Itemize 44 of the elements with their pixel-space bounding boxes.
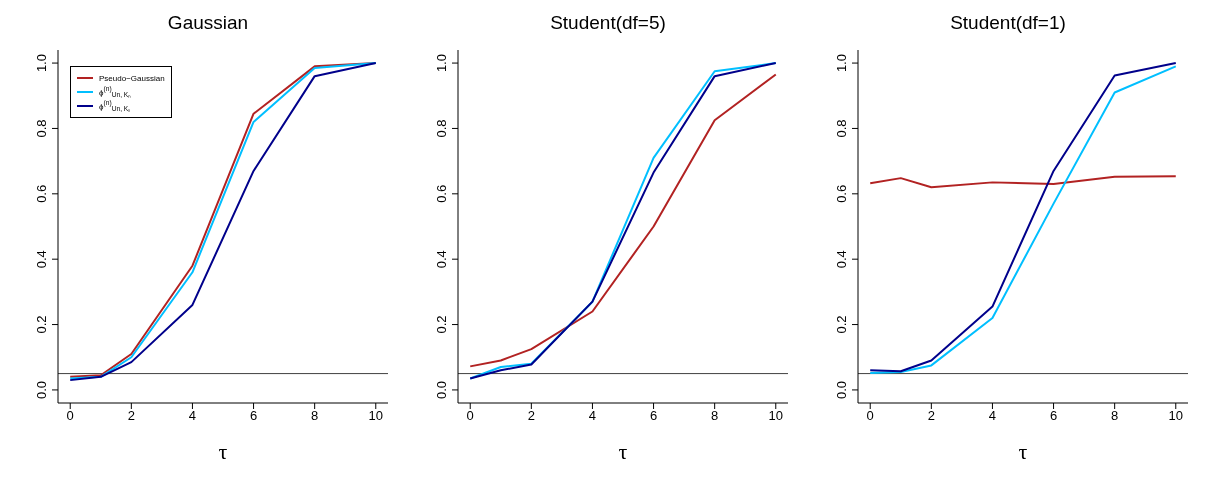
x-axis-title: τ — [218, 438, 228, 464]
y-tick-label: 0.4 — [34, 250, 49, 269]
x-tick-label: 10 — [1168, 408, 1184, 424]
y-tick-label: 0.8 — [434, 119, 449, 138]
x-tick-label: 6 — [649, 408, 658, 424]
y-tick-label: 0.2 — [434, 315, 449, 334]
x-tick-label: 8 — [311, 408, 319, 424]
y-tick-label: 0.6 — [834, 184, 849, 203]
y-tick-label: 1.0 — [434, 54, 449, 73]
x-tick-label: 2 — [527, 408, 535, 424]
y-tick-label: 0.2 — [834, 315, 849, 334]
x-tick-label: 4 — [188, 408, 197, 424]
y-tick-label: 0.6 — [34, 184, 49, 203]
x-axis-title: τ — [618, 438, 628, 464]
line-series — [869, 175, 1177, 189]
x-tick-label: 2 — [927, 408, 935, 424]
x-tick-label: 10 — [368, 408, 384, 424]
x-tick-label: 4 — [588, 408, 597, 424]
chart-title: Student(df=1) — [949, 12, 1067, 34]
x-tick-label: 4 — [988, 408, 997, 424]
x-axis-title: τ — [1018, 438, 1028, 464]
x-tick-label: 8 — [1111, 408, 1119, 424]
x-tick-label: 6 — [1049, 408, 1058, 424]
legend-label: Pseudo−Gaussian — [99, 73, 165, 83]
y-tick-label: 0.8 — [34, 119, 49, 138]
y-tick-label: 0.0 — [34, 380, 49, 399]
x-tick-label: 8 — [711, 408, 719, 424]
chart-title: Gaussian — [166, 12, 250, 34]
x-tick-label: 6 — [249, 408, 258, 424]
x-tick-label: 0 — [66, 408, 74, 424]
chart-title: Student(df=5) — [549, 12, 667, 34]
y-tick-label: 0.4 — [434, 250, 449, 269]
y-tick-label: 0.6 — [434, 184, 449, 203]
y-tick-label: 0.2 — [34, 315, 49, 334]
x-tick-label: 0 — [466, 408, 474, 424]
x-tick-label: 10 — [768, 408, 784, 424]
y-tick-label: 0.0 — [834, 380, 849, 399]
y-tick-label: 1.0 — [34, 54, 49, 73]
y-tick-label: 1.0 — [834, 54, 849, 73]
x-tick-label: 0 — [866, 408, 874, 424]
y-tick-label: 0.8 — [834, 119, 849, 138]
y-tick-label: 0.4 — [834, 250, 849, 269]
x-tick-label: 2 — [127, 408, 135, 424]
y-tick-label: 0.0 — [434, 380, 449, 399]
